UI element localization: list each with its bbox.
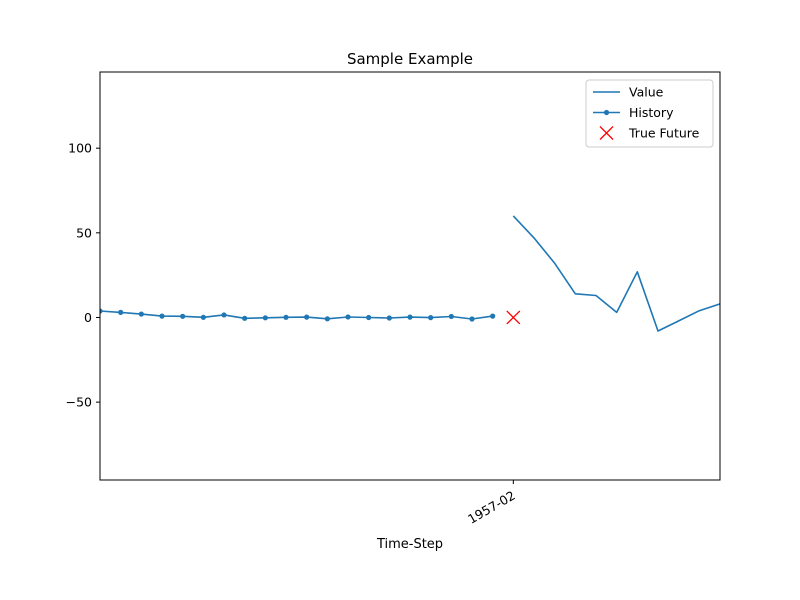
point-history <box>221 312 227 318</box>
x-axis-label: Time-Step <box>376 537 443 552</box>
point-history <box>345 314 351 320</box>
series-line-history <box>100 310 493 320</box>
legend-entry-true-future: True Future <box>599 126 700 141</box>
point-true-future <box>506 310 521 325</box>
point-history <box>407 314 413 320</box>
legend-label: True Future <box>628 126 700 141</box>
point-history <box>283 314 289 320</box>
legend-label: History <box>629 105 674 120</box>
point-history <box>180 313 186 319</box>
legend-swatch-dot <box>603 109 610 116</box>
series-line-value <box>512 215 720 332</box>
legend-swatch <box>599 126 614 140</box>
point-history <box>324 316 330 322</box>
point-history <box>304 314 310 320</box>
x-tick-label: 1957-02 <box>465 488 518 527</box>
point-history <box>469 316 475 322</box>
point-history <box>159 313 165 319</box>
legend-entry-history: History <box>593 105 674 120</box>
point-history <box>242 315 248 321</box>
legend-box <box>585 79 714 148</box>
y-tick-label: 0 <box>84 310 92 325</box>
y-tick-label: −50 <box>66 395 92 410</box>
point-history <box>138 311 144 317</box>
point-history <box>428 315 434 321</box>
legend-label: Value <box>629 85 664 100</box>
point-history <box>386 315 392 321</box>
legend: Value History True Future <box>585 79 714 148</box>
point-history <box>262 315 268 321</box>
point-history <box>366 314 372 321</box>
point-history <box>200 314 206 320</box>
point-history <box>118 309 124 315</box>
y-tick-label: 50 <box>76 225 92 240</box>
chart-title: Sample Example <box>347 50 473 68</box>
point-history <box>448 313 454 320</box>
y-tick-label: 100 <box>68 141 92 156</box>
point-history <box>490 313 496 319</box>
point-history <box>100 308 103 314</box>
legend-entry-value: Value <box>593 85 664 100</box>
plot-frame <box>99 71 721 481</box>
